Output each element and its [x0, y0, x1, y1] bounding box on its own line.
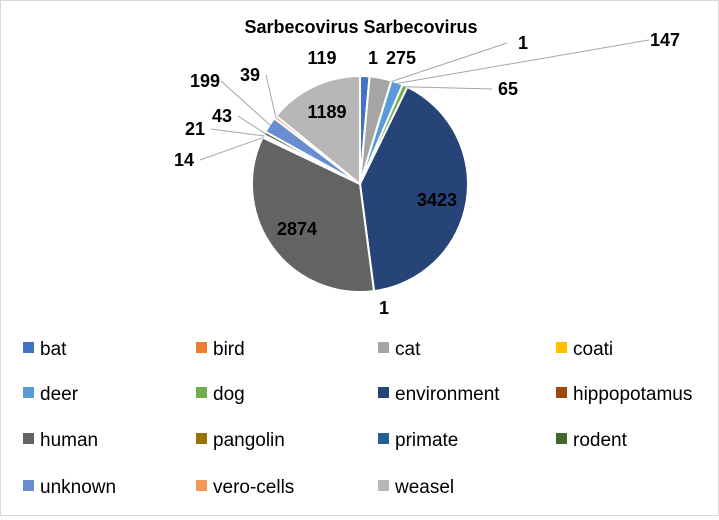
legend-label-deer: deer	[40, 384, 79, 405]
legend-label-bird: bird	[213, 339, 245, 360]
legend-item-vero-cells: vero-cells	[196, 477, 294, 498]
legend-swatch-coati	[556, 342, 567, 353]
legend-item-weasel: weasel	[378, 477, 454, 498]
legend-label-rodent: rodent	[573, 430, 628, 451]
data-label-pangolin: 14	[174, 150, 194, 170]
data-label-deer: 147	[650, 30, 680, 50]
legend-swatch-vero-cells	[196, 480, 207, 491]
legend-label-vero-cells: vero-cells	[213, 477, 294, 498]
legend-label-bat: bat	[40, 339, 67, 360]
legend-swatch-primate	[378, 433, 389, 444]
legend-item-bat: bat	[23, 339, 67, 360]
legend-item-deer: deer	[23, 384, 79, 405]
leader-line-coati	[391, 42, 508, 83]
legend-label-coati: coati	[573, 339, 613, 360]
leader-line-dog	[404, 86, 493, 90]
legend-label-hippopotamus: hippopotamus	[573, 384, 692, 405]
pie-slices	[251, 74, 469, 293]
legend-item-rodent: rodent	[556, 430, 628, 451]
data-label-weasel: 1189	[307, 102, 346, 122]
data-label-bird: 1	[368, 48, 378, 68]
legend-item-coati: coati	[556, 339, 613, 360]
leader-line-rodent	[237, 115, 266, 135]
legend-swatch-unknown	[23, 480, 34, 491]
legend-label-unknown: unknown	[40, 477, 116, 498]
legend-swatch-bird	[196, 342, 207, 353]
pie-slice-human	[251, 136, 376, 293]
data-label-dog: 65	[498, 79, 518, 99]
leader-line-vero-cells	[265, 74, 277, 118]
legend-item-bird: bird	[196, 339, 245, 360]
leader-line-deer	[396, 39, 650, 84]
data-label-environment: 3423	[417, 190, 457, 210]
legend-swatch-human	[23, 433, 34, 444]
pie-slice-weasel	[274, 74, 361, 187]
data-label-unknown: 199	[190, 71, 220, 91]
legend-swatch-cat	[378, 342, 389, 353]
legend-label-weasel: weasel	[394, 477, 454, 498]
legend-item-environment: environment	[378, 384, 500, 405]
data-labels: 119 1 275 1 147 65 3423 1 2874 14 21 43 199 39 1189	[174, 30, 680, 318]
legend-swatch-hippopotamus	[556, 387, 567, 398]
legend-label-cat: cat	[395, 339, 421, 360]
legend-label-primate: primate	[395, 430, 458, 451]
legend-swatch-dog	[196, 387, 207, 398]
legend-swatch-weasel	[378, 480, 389, 491]
data-label-primate: 21	[185, 119, 205, 139]
legend-swatch-environment	[378, 387, 389, 398]
leader-line-unknown	[220, 80, 271, 126]
legend-label-pangolin: pangolin	[213, 430, 285, 451]
legend-item-unknown: unknown	[23, 477, 116, 498]
pie-slice-environment	[358, 85, 469, 293]
legend-item-primate: primate	[378, 430, 458, 451]
data-label-hippopotamus: 1	[379, 298, 389, 318]
legend-swatch-rodent	[556, 433, 567, 444]
legend-label-environment: environment	[395, 384, 500, 405]
data-label-vero-cells: 39	[240, 65, 260, 85]
legend: bat bird cat coati deer dog environment hippopo…	[23, 339, 692, 498]
leader-lines	[199, 39, 650, 161]
chart-title: Sarbecovirus Sarbecovirus	[244, 17, 477, 37]
leader-line-primate	[210, 128, 265, 137]
leader-line-pangolin	[199, 136, 264, 161]
legend-label-human: human	[40, 430, 98, 451]
legend-swatch-deer	[23, 387, 34, 398]
legend-swatch-pangolin	[196, 433, 207, 444]
data-label-bat: 119	[307, 48, 336, 68]
legend-item-human: human	[23, 430, 98, 451]
legend-item-cat: cat	[378, 339, 421, 360]
legend-swatch-bat	[23, 342, 34, 353]
legend-label-dog: dog	[213, 384, 245, 405]
data-label-human: 2874	[277, 219, 317, 239]
legend-item-hippopotamus: hippopotamus	[556, 384, 692, 405]
data-label-cat: 275	[386, 48, 416, 68]
legend-item-pangolin: pangolin	[196, 430, 285, 451]
legend-item-dog: dog	[196, 384, 245, 405]
data-label-rodent: 43	[212, 106, 232, 126]
data-label-coati: 1	[518, 33, 528, 53]
